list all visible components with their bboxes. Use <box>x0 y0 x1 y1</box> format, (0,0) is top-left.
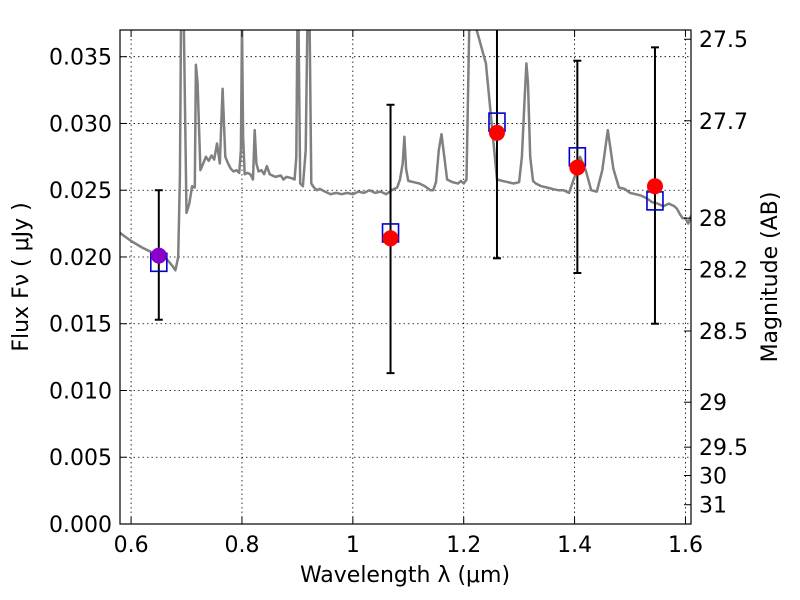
magnitude-tick-label: 28 <box>699 207 727 232</box>
spectrum-line <box>120 30 691 272</box>
x-tick-label: 1 <box>346 533 360 558</box>
plot-area <box>120 30 691 524</box>
x-axis-title: Wavelength λ (μm) <box>300 563 510 588</box>
y-axis-flux: 0.000 0.005 0.010 0.015 0.020 0.025 0.030 0.035 <box>49 46 127 538</box>
magnitude-tick-label: 27.7 <box>699 110 748 135</box>
x-tick-label: 0.6 <box>114 533 149 558</box>
x-tick-label: 0.8 <box>224 533 259 558</box>
y-tick-label: 0.010 <box>49 379 112 404</box>
y-tick-label: 0.035 <box>49 46 112 71</box>
y-tick-label: 0.000 <box>49 513 112 538</box>
y-tick-label: 0.005 <box>49 446 112 471</box>
plot-frame <box>119 29 692 525</box>
observed-point <box>382 230 399 247</box>
observed-point <box>569 159 586 176</box>
y2-axis-title: Magnitude (AB) <box>758 192 783 363</box>
observed-point <box>646 178 663 195</box>
model-spectrum <box>120 30 691 272</box>
y-tick-label: 0.020 <box>49 246 112 271</box>
x-tick-label: 1.4 <box>557 533 592 558</box>
magnitude-tick-label: 29 <box>699 391 727 416</box>
magnitude-tick-label: 28.2 <box>699 259 748 284</box>
observed-point <box>488 124 505 141</box>
magnitude-tick-label: 28.5 <box>699 320 748 345</box>
y-axis-magnitude: 27.5 27.7 28 28.2 28.5 29 29.5 30 31 <box>684 28 748 519</box>
y-tick-label: 0.030 <box>49 112 112 137</box>
magnitude-tick-label: 27.5 <box>699 28 748 53</box>
observed-point <box>150 247 167 264</box>
magnitude-tick-label: 29.5 <box>699 436 748 461</box>
x-tick-label: 1.2 <box>446 533 481 558</box>
y-axis-title: Flux Fν ( μJy ) <box>9 202 34 351</box>
magnitude-tick-label: 31 <box>699 494 727 519</box>
observed-points <box>150 124 663 264</box>
y-tick-label: 0.025 <box>49 179 112 204</box>
magnitude-tick-label: 30 <box>699 465 727 490</box>
x-axis: 0.6 0.8 1 1.2 1.4 1.6 <box>114 30 703 558</box>
x-tick-label: 1.6 <box>668 533 703 558</box>
y-tick-label: 0.015 <box>49 313 112 338</box>
